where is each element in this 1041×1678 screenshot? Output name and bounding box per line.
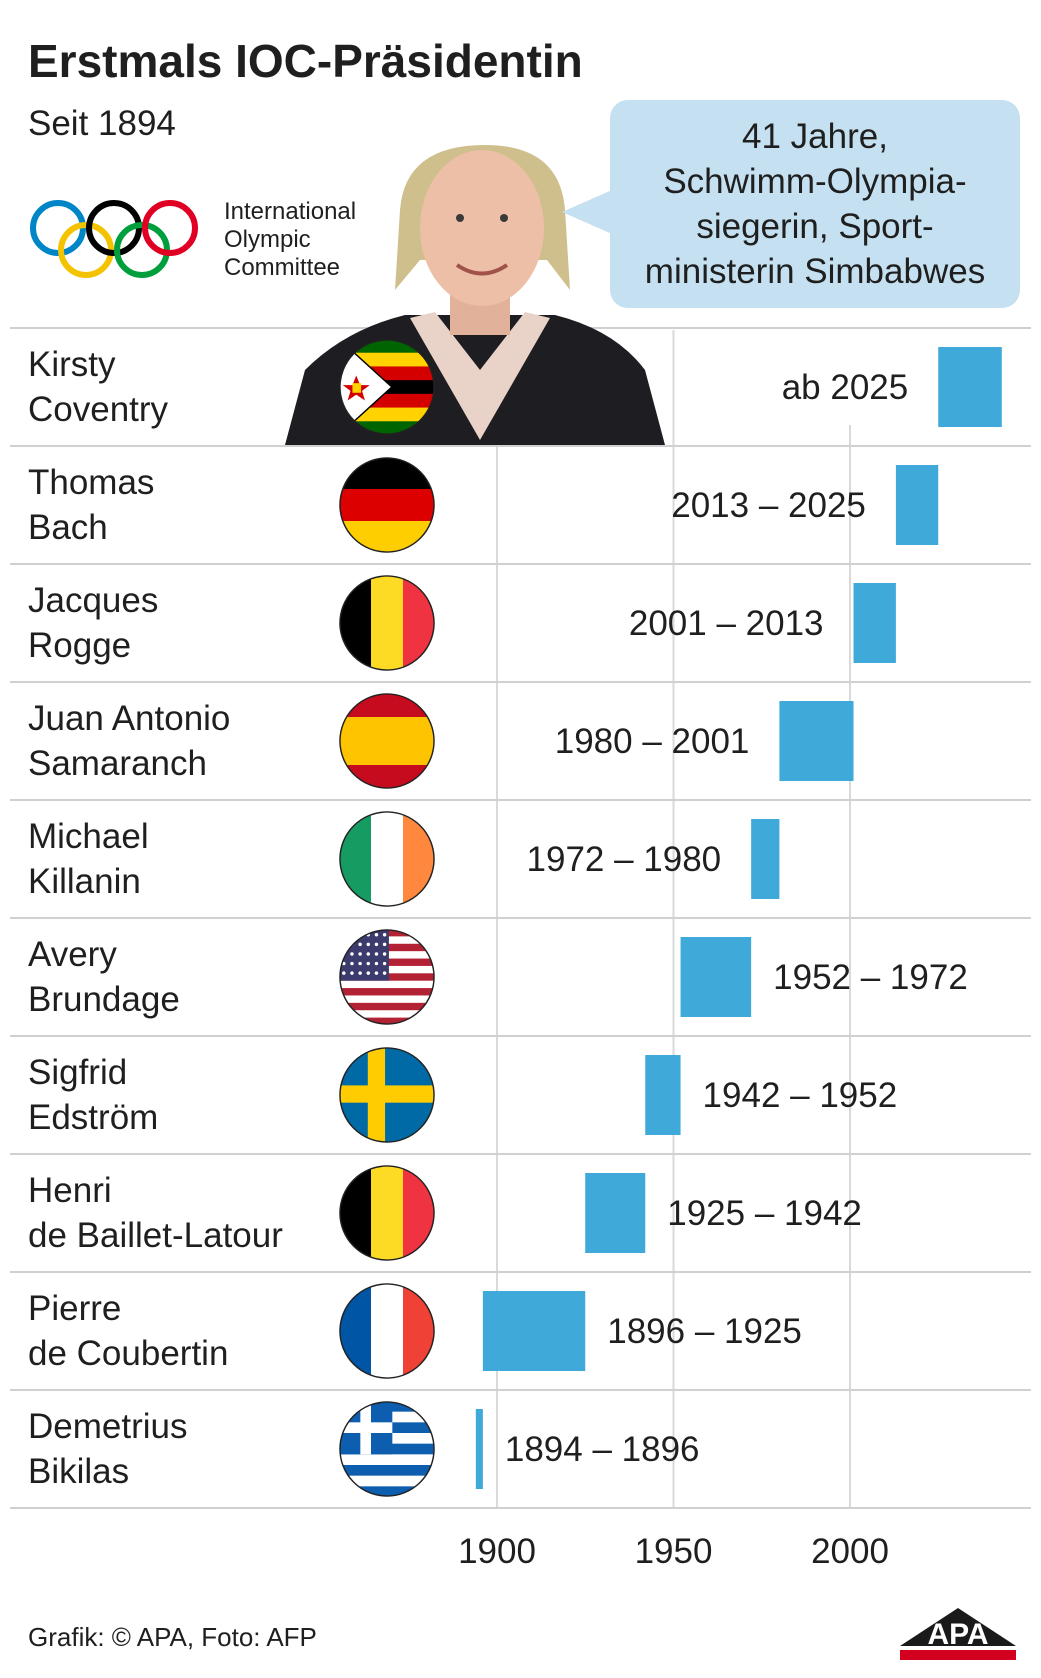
- tenure-label: 1972 – 1980: [527, 840, 722, 879]
- tenure-bar: [895, 465, 939, 545]
- usa-flag: [339, 929, 435, 1025]
- tenure-bar: [585, 1173, 646, 1253]
- ireland-flag: [339, 811, 435, 907]
- president-first-name: Juan Antonio: [28, 699, 231, 738]
- greece-flag: [339, 1401, 435, 1497]
- president-last-name: Bach: [28, 508, 108, 547]
- olympic-ring-red: [142, 200, 198, 256]
- bubble-line: 41 Jahre,: [742, 117, 888, 156]
- ioc-wordmark: International Olympic Committee: [224, 198, 356, 282]
- president-last-name: Killanin: [28, 862, 141, 901]
- president-name: Sigfrid Edström: [28, 1050, 328, 1140]
- bubble-line: Schwimm-Olympia-: [663, 162, 967, 201]
- germany-flag: [339, 457, 435, 553]
- president-first-name: Sigfrid: [28, 1053, 128, 1092]
- belgium-flag: [339, 575, 435, 671]
- president-name: Henri de Baillet-Latour: [28, 1168, 328, 1258]
- president-last-name: Samaranch: [28, 744, 207, 783]
- ioc-text-line: Committee: [224, 254, 341, 281]
- apa-logo-text: APA: [927, 1618, 988, 1651]
- apa-logo-bar: [900, 1650, 1016, 1660]
- photo-mouth: [455, 263, 509, 276]
- x-tick-label: 1900: [458, 1532, 536, 1571]
- president-last-name: Coventry: [28, 390, 169, 429]
- x-tick-label: 2000: [811, 1532, 889, 1571]
- president-last-name: Edström: [28, 1098, 159, 1137]
- belgium-flag: [339, 1165, 435, 1261]
- tenure-label: 2001 – 2013: [629, 604, 824, 643]
- president-name: Jacques Rogge: [28, 578, 328, 668]
- tenure-bar: [853, 583, 896, 663]
- president-name: Michael Killanin: [28, 814, 328, 904]
- speech-bubble: 41 Jahre, Schwimm-Olympia- siegerin, Spo…: [610, 100, 1020, 308]
- president-first-name: Demetrius: [28, 1407, 188, 1446]
- president-last-name: de Coubertin: [28, 1334, 229, 1373]
- bubble-line: siegerin, Sport-: [696, 207, 934, 246]
- president-last-name: Rogge: [28, 626, 132, 665]
- president-first-name: Henri: [28, 1171, 112, 1210]
- president-last-name: Bikilas: [28, 1452, 130, 1491]
- tenure-label: ab 2025: [782, 368, 909, 407]
- spain-flag: [339, 693, 435, 789]
- sweden-flag: [339, 1047, 435, 1143]
- tenure-bar: [680, 937, 752, 1017]
- president-first-name: Michael: [28, 817, 149, 856]
- chart-title: Erstmals IOC-Präsidentin: [28, 35, 583, 87]
- president-name: Juan Antonio Samaranch: [28, 696, 328, 786]
- president-first-name: Avery: [28, 935, 117, 974]
- tenure-label: 1952 – 1972: [773, 958, 968, 997]
- president-name: Pierre de Coubertin: [28, 1286, 328, 1376]
- speech-bubble-tail: [562, 190, 612, 234]
- chart-subtitle: Seit 1894: [28, 104, 176, 143]
- tenure-label: 1894 – 1896: [505, 1430, 700, 1469]
- tenure-label: 1925 – 1942: [667, 1194, 862, 1233]
- tenure-bar: [482, 1291, 586, 1371]
- photo-eye-left: [456, 214, 464, 222]
- president-name: Kirsty Coventry: [28, 342, 328, 432]
- tenure-bar: [779, 701, 854, 781]
- ioc-text-line: Olympic: [224, 226, 311, 253]
- france-flag: [339, 1283, 435, 1379]
- photo-blouse: [410, 312, 550, 440]
- tenure-label: 1942 – 1952: [703, 1076, 898, 1115]
- president-last-name: Brundage: [28, 980, 180, 1019]
- x-tick-label: 1950: [635, 1532, 713, 1571]
- president-first-name: Jacques: [28, 581, 159, 620]
- photo-eye-right: [500, 214, 508, 222]
- bubble-line: ministerin Simbabwes: [644, 252, 986, 291]
- tenure-label: 1980 – 2001: [555, 722, 750, 761]
- olympic-rings-icon: [30, 200, 198, 278]
- ioc-text-line: International: [224, 198, 357, 225]
- photo-face: [420, 150, 544, 306]
- tenure-label: 2013 – 2025: [671, 486, 866, 525]
- apa-logo-peak: [900, 1608, 1016, 1646]
- tenure-bar: [475, 1409, 483, 1489]
- president-name: Avery Brundage: [28, 932, 328, 1022]
- tenure-bar: [938, 347, 1002, 427]
- president-name: Thomas Bach: [28, 460, 328, 550]
- apa-logo: APA: [900, 1608, 1016, 1660]
- president-last-name: de Baillet-Latour: [28, 1216, 283, 1255]
- tenure-bar: [645, 1055, 681, 1135]
- president-name: Demetrius Bikilas: [28, 1404, 328, 1494]
- credit-text: Grafik: © APA, Foto: AFP: [28, 1622, 317, 1652]
- president-first-name: Kirsty: [28, 345, 116, 384]
- zimbabwe-flag: [339, 339, 435, 435]
- president-first-name: Pierre: [28, 1289, 122, 1328]
- president-first-name: Thomas: [28, 463, 155, 502]
- tenure-bar: [751, 819, 780, 899]
- tenure-label: 1896 – 1925: [607, 1312, 802, 1351]
